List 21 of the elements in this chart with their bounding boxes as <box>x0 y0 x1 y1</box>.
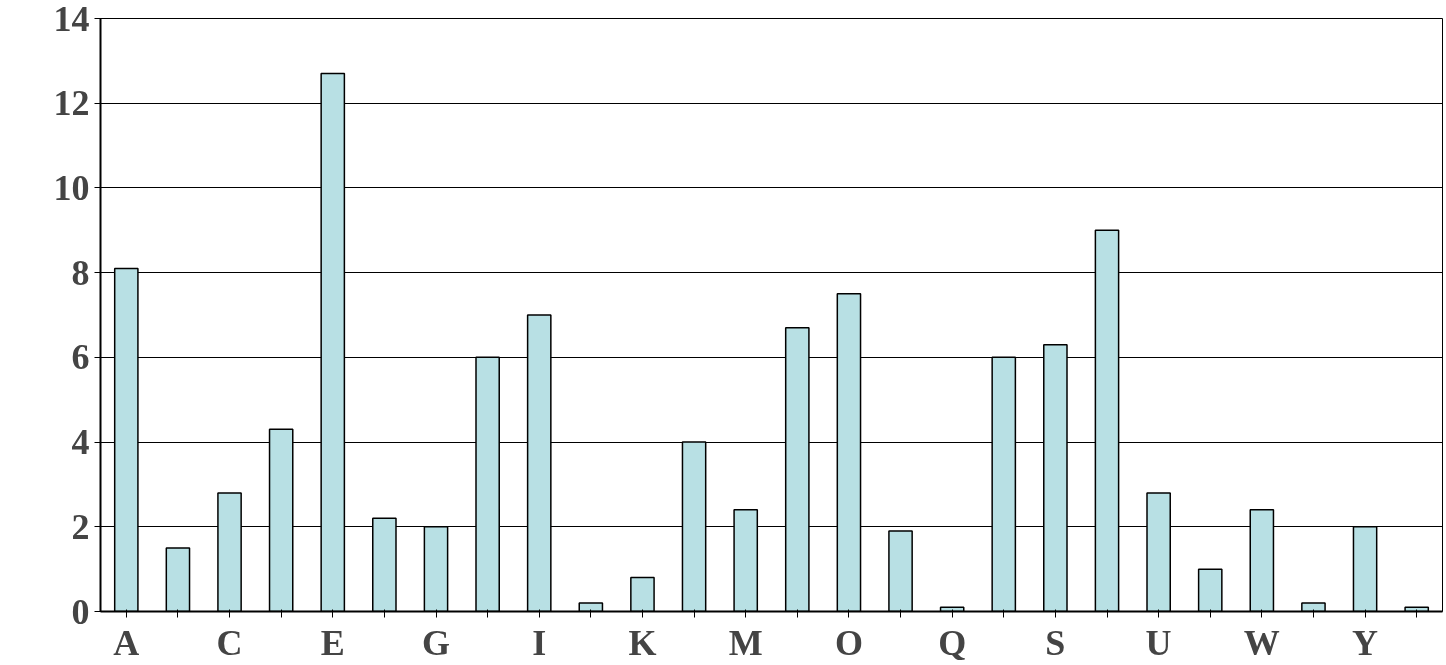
x-tick-label: K <box>628 622 657 663</box>
y-tick-label: 8 <box>71 252 90 293</box>
x-tick-label: M <box>728 622 763 663</box>
x-tick-label: U <box>1145 622 1172 663</box>
y-tick-label: 14 <box>53 0 90 39</box>
x-tick-label: I <box>532 622 547 663</box>
y-tick-label: 12 <box>53 83 90 124</box>
y-tick-label: 0 <box>71 591 90 632</box>
x-tick-label: Q <box>938 622 967 663</box>
y-tick-label: 6 <box>71 337 90 378</box>
y-tick-label: 4 <box>71 422 90 463</box>
x-tick-label: Y <box>1352 622 1379 663</box>
x-tick-label: A <box>113 622 140 663</box>
x-tick-label: E <box>320 622 345 663</box>
x-tick-label: W <box>1243 622 1280 663</box>
x-tick-label: S <box>1045 622 1066 663</box>
y-tick-label: 10 <box>53 167 90 208</box>
x-tick-label: O <box>834 622 863 663</box>
x-tick-label: C <box>216 622 243 663</box>
x-tick-label: G <box>422 622 451 663</box>
y-tick-label: 2 <box>71 506 90 547</box>
